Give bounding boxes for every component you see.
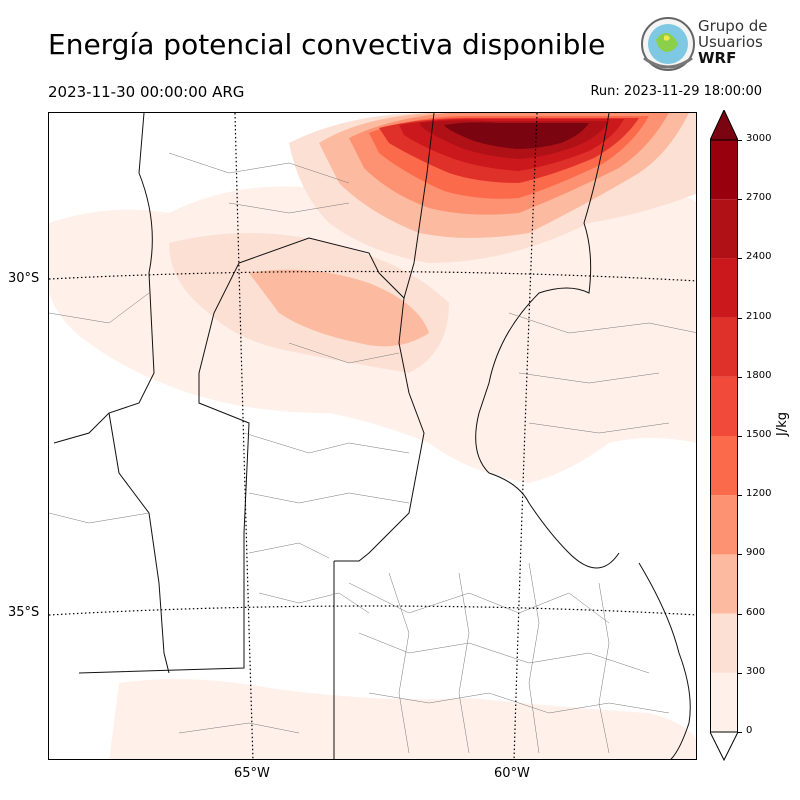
colorbar-tick-mark xyxy=(738,732,742,733)
colorbar-tick-label: 900 xyxy=(746,547,766,559)
colorbar-tick-label: 0 xyxy=(746,725,753,736)
logo-line-3: WRF xyxy=(698,49,737,67)
colorbar-band xyxy=(710,376,738,436)
colorbar-max-arrow xyxy=(710,110,738,141)
colorbar-tick-label: 1200 xyxy=(746,488,772,500)
colorbar-band xyxy=(710,554,738,614)
run-time: Run: 2023-11-29 18:00:00 xyxy=(590,84,762,99)
colorbar-band xyxy=(710,317,738,377)
colorbar-tick-label: 2700 xyxy=(746,192,772,204)
colorbar-band xyxy=(710,258,738,318)
colorbar-tick-mark xyxy=(738,317,742,319)
colorbar-tick-mark xyxy=(738,672,742,674)
colorbar-band xyxy=(710,672,738,732)
lon-label-65w: 65°W xyxy=(234,766,270,781)
colorbar-tick-mark xyxy=(738,376,742,378)
logo-line-1: Grupo de xyxy=(698,17,768,35)
colorbar-unit: J/kg xyxy=(775,412,790,436)
colorbar-tick-label: 1800 xyxy=(746,369,772,381)
lon-label-60w: 60°W xyxy=(494,766,530,781)
map-canvas xyxy=(49,113,696,759)
colorbar-tick-mark xyxy=(738,554,742,556)
colorbar-tick-label: 600 xyxy=(746,606,766,618)
colorbar-tick-mark xyxy=(738,436,742,437)
colorbar-tick-mark xyxy=(738,199,742,201)
colorbar-min-arrow xyxy=(710,731,738,762)
globe-logo-icon xyxy=(641,17,695,71)
colorbar-band xyxy=(710,613,738,673)
colorbar-tick-mark xyxy=(738,613,742,615)
colorbar-tick-label: 2400 xyxy=(746,251,772,263)
colorbar-tick-mark xyxy=(738,258,742,260)
colorbar-frame xyxy=(710,139,738,733)
colorbar-band xyxy=(710,436,738,496)
colorbar-tick-label: 300 xyxy=(746,665,766,677)
cape-map xyxy=(48,112,697,760)
valid-time: 2023-11-30 00:00:00 ARG xyxy=(48,83,245,101)
map-title: Energía potencial convectiva disponible xyxy=(48,28,606,61)
colorbar-band xyxy=(710,495,738,555)
colorbar-band xyxy=(710,140,738,200)
lat-label-30s: 30°S xyxy=(8,271,40,286)
colorbar-tick-mark xyxy=(738,495,742,497)
colorbar-tick-label: 1500 xyxy=(746,429,772,440)
colorbar-tick-label: 3000 xyxy=(746,133,772,144)
colorbar xyxy=(710,110,738,762)
colorbar-tick-label: 2100 xyxy=(746,310,772,322)
wrf-logo: Grupo de Usuarios WRF xyxy=(638,14,768,76)
colorbar-band xyxy=(710,199,738,259)
colorbar-tick-mark xyxy=(738,140,742,141)
logo-line-2: Usuarios xyxy=(698,33,763,51)
lat-label-35s: 35°S xyxy=(8,605,40,620)
